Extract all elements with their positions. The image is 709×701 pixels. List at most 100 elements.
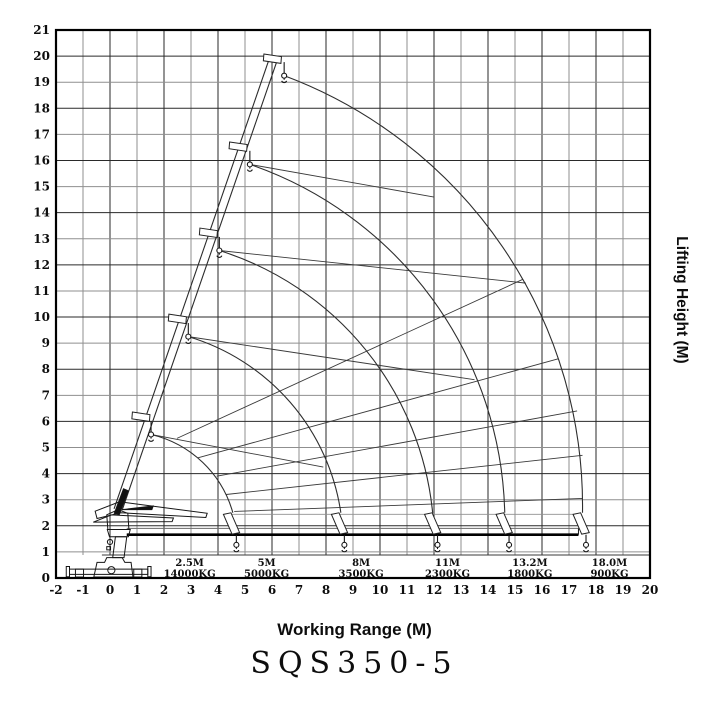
- hook-icon: [185, 341, 192, 344]
- fan-line: [216, 410, 578, 477]
- hook-icon: [246, 169, 253, 172]
- plot-border: [54, 28, 652, 580]
- hook-icon: [216, 255, 223, 258]
- stowed-boom-accent: [122, 505, 154, 511]
- outrigger-foot: [147, 566, 152, 578]
- boom-length-label: 8M: [352, 558, 370, 569]
- step-line: [219, 250, 526, 284]
- x-tick-label: 1: [133, 583, 141, 597]
- x-tick-label: 11: [399, 583, 416, 597]
- envelope-arc: [283, 75, 584, 513]
- x-tick-label: 13: [453, 583, 470, 597]
- x-tick-label: -1: [76, 583, 89, 597]
- boom-head: [330, 512, 349, 535]
- hook-ball: [233, 541, 240, 548]
- y-tick-label: 4: [42, 467, 50, 481]
- x-tick-label: 18: [588, 583, 605, 597]
- y-tick-label: 21: [33, 23, 50, 37]
- y-tick-label: 1: [42, 545, 50, 559]
- y-tick-label: 12: [33, 258, 50, 272]
- raised-boom-group: [113, 53, 288, 511]
- y-axis-title: Lifting Height (M): [673, 236, 690, 364]
- envelope-arc: [249, 163, 506, 513]
- x-axis-title: Working Range (M): [277, 620, 432, 639]
- x-tick-label: 4: [214, 583, 222, 597]
- column-top-plate: [106, 528, 131, 538]
- y-tick-label: 11: [33, 284, 50, 298]
- hook-ball: [341, 541, 348, 548]
- boom-length-label: 13.2M: [512, 558, 547, 569]
- y-tick-label: 7: [42, 388, 50, 402]
- hook-ball: [506, 541, 513, 548]
- y-tick-label: 8: [42, 362, 50, 376]
- boom-length-label: 5M: [258, 558, 276, 569]
- x-tick-label: 3: [187, 583, 195, 597]
- x-tick-label: -2: [49, 583, 62, 597]
- boom-head: [495, 512, 514, 535]
- step-line: [249, 163, 435, 198]
- boom-head: [131, 411, 151, 423]
- x-tick-label: 9: [349, 583, 357, 597]
- boom-head: [572, 512, 590, 535]
- hook-ball: [185, 333, 192, 340]
- y-tick-label: 17: [33, 127, 50, 141]
- x-tick-label: 0: [106, 583, 114, 597]
- hook-icon: [341, 549, 348, 553]
- horizontal-boom-group: [126, 512, 590, 553]
- step-line: [150, 434, 324, 468]
- y-tick-label: 16: [33, 153, 50, 167]
- x-tick-label: 20: [642, 583, 659, 597]
- x-tick-label: 5: [241, 583, 249, 597]
- envelope-arc: [219, 249, 434, 513]
- boom-length-label: 11M: [435, 558, 460, 569]
- boom-head: [198, 227, 218, 239]
- y-tick-label: 14: [33, 206, 50, 220]
- x-tick-label: 7: [295, 583, 303, 597]
- boom-length-label: 2.5M: [175, 558, 203, 569]
- y-tick-label: 13: [33, 232, 50, 246]
- x-tick-label: 10: [372, 583, 389, 597]
- hook-ball: [434, 541, 441, 548]
- hook-icon: [148, 439, 155, 442]
- turret: [106, 509, 130, 530]
- outrigger-foot: [65, 566, 70, 578]
- x-tick-label: 2: [160, 583, 168, 597]
- y-tick-label: 6: [42, 414, 50, 428]
- fan-line: [176, 278, 524, 439]
- model-title: SQS350-5: [250, 646, 459, 681]
- y-tick-label: 0: [42, 571, 50, 585]
- capacity-label: 900KG: [590, 569, 628, 580]
- tick-labels: -2 -1 0 1 2 3 4 5 6 7 8 9 10 11 12 13 14 15 16 17 18 19 200123…: [33, 23, 658, 597]
- envelope-arc: [188, 336, 342, 513]
- capacity-label: 5000KG: [244, 569, 289, 580]
- x-tick-label: 19: [615, 583, 632, 597]
- y-tick-label: 10: [33, 310, 50, 324]
- hook-ball: [246, 161, 253, 168]
- y-tick-label: 9: [42, 336, 50, 350]
- x-tick-label: 17: [561, 583, 578, 597]
- capacity-label: 14000KG: [164, 569, 216, 580]
- hook-icon: [281, 80, 288, 84]
- raised-boom-edge: [113, 56, 271, 510]
- capacity-label: 3500KG: [339, 569, 384, 580]
- boom-head: [423, 512, 442, 535]
- hook-icon: [233, 549, 240, 553]
- y-tick-label: 20: [33, 49, 50, 63]
- fan-line: [197, 358, 559, 459]
- boom-head: [228, 141, 248, 152]
- x-tick-label: 15: [507, 583, 524, 597]
- base-pin: [107, 566, 116, 575]
- boom-head: [222, 512, 241, 535]
- y-tick-label: 15: [33, 180, 50, 194]
- boom-length-label: 18.0M: [592, 558, 627, 569]
- column-port: [106, 538, 114, 546]
- x-tick-label: 12: [426, 583, 443, 597]
- crane-figure: [65, 488, 208, 578]
- stowed-boom-upper: [94, 501, 208, 520]
- hook-icon: [506, 549, 513, 553]
- fan-line: [226, 454, 583, 495]
- envelope-arc: [150, 433, 234, 513]
